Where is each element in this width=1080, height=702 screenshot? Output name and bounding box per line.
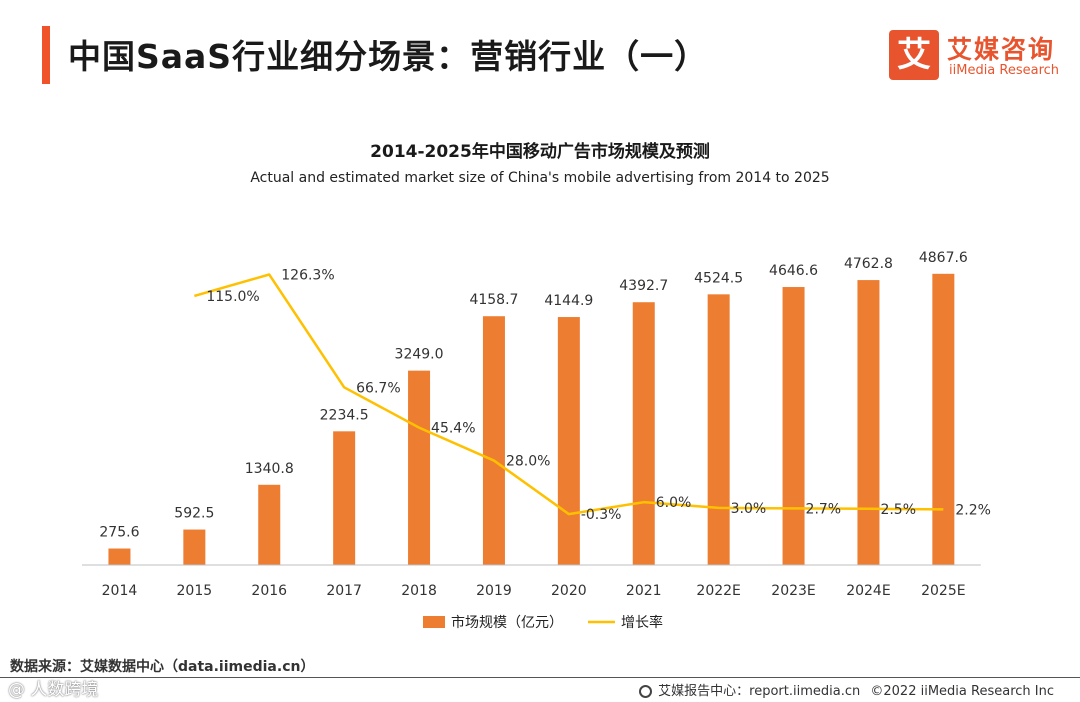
bar-2017 (333, 431, 356, 565)
watermark: @ 人数跨境 (8, 680, 99, 700)
bar-value-label: 4867.6 (919, 250, 968, 266)
bar-2024E (857, 280, 880, 565)
legend-line-label: 增长率 (621, 614, 663, 631)
iimedia-logo: 艾 艾媒咨询 iiMedia Research (889, 28, 1069, 84)
bar-value-label: 4524.5 (694, 270, 743, 286)
growth-rate-label: 28.0% (506, 454, 550, 470)
bar-2015 (183, 529, 206, 565)
growth-rate-label: 2.7% (806, 501, 842, 517)
bar-2025E (932, 273, 955, 565)
legend-bar-swatch (423, 616, 445, 628)
bar-value-label: 2234.5 (320, 407, 369, 423)
bar-2018 (408, 370, 431, 565)
bar-2022E (707, 294, 730, 565)
growth-rate-label: 3.0% (731, 501, 767, 517)
x-tick-label: 2022E (696, 583, 740, 599)
chart-title: 2014-2025年中国移动广告市场规模及预测 (370, 142, 710, 162)
bar-value-label: 592.5 (174, 506, 214, 522)
x-tick-label: 2021 (626, 583, 662, 599)
globe-icon (639, 685, 653, 698)
growth-rate-label: 2.5% (880, 502, 916, 518)
x-tick-label: 2018 (401, 583, 437, 599)
footer-divider (0, 677, 1080, 678)
bar-2020 (557, 317, 580, 565)
bar-value-label: 4646.6 (769, 263, 818, 279)
bar-2016 (258, 484, 281, 565)
data-source-note: 数据来源：艾媒数据中心（data.iimedia.cn） (10, 659, 315, 675)
x-tick-label: 2020 (551, 583, 587, 599)
x-tick-label: 2023E (771, 583, 815, 599)
growth-rate-label: -0.3% (581, 507, 622, 523)
growth-rate-label: 66.7% (356, 380, 400, 396)
chart-subtitle: Actual and estimated market size of Chin… (250, 170, 830, 186)
copyright-text: ©2022 iiMedia Research Inc (870, 684, 1054, 699)
logo-english-name: iiMedia Research (949, 63, 1060, 78)
bar-value-label: 4158.7 (469, 292, 518, 308)
bar-value-label: 275.6 (99, 525, 139, 541)
growth-rate-line (194, 273, 944, 516)
growth-rate-label: 45.4% (431, 421, 475, 437)
bar-2023E (782, 287, 805, 565)
x-tick-label: 2015 (177, 583, 213, 599)
bar-value-label: 4144.9 (544, 293, 593, 309)
x-tick-label: 2024E (846, 583, 890, 599)
bar-value-label: 3249.0 (395, 347, 444, 363)
x-tick-label: 2014 (102, 583, 138, 599)
x-tick-label: 2016 (251, 583, 287, 599)
growth-rate-label: 115.0% (206, 289, 259, 305)
growth-rate-label: 6.0% (656, 495, 692, 511)
x-tick-label: 2025E (921, 583, 965, 599)
logo-mark: 艾 (889, 30, 939, 80)
bar-value-label: 1340.8 (245, 461, 294, 477)
bar-2014 (108, 548, 131, 565)
page-title: 中国SaaS行业细分场景：营销行业（一） (68, 37, 709, 76)
x-tick-label: 2017 (326, 583, 362, 599)
growth-rate-label: 2.2% (955, 502, 991, 518)
bar-2021 (632, 302, 655, 565)
x-tick-label: 2019 (476, 583, 512, 599)
bar-2019 (482, 316, 505, 565)
logo-chinese-name: 艾媒咨询 (947, 35, 1056, 64)
report-center-link[interactable]: 艾媒报告中心：report.iimedia.cn (658, 684, 861, 699)
bar-value-label: 4762.8 (844, 256, 893, 272)
bar-value-label: 4392.7 (619, 278, 668, 294)
growth-rate-label: 126.3% (281, 268, 334, 284)
footer: 艾媒报告中心：report.iimedia.cn ©2022 iiMedia R… (639, 680, 1060, 699)
title-accent-bar (42, 26, 50, 84)
legend-bar-label: 市场规模（亿元） (451, 614, 563, 631)
